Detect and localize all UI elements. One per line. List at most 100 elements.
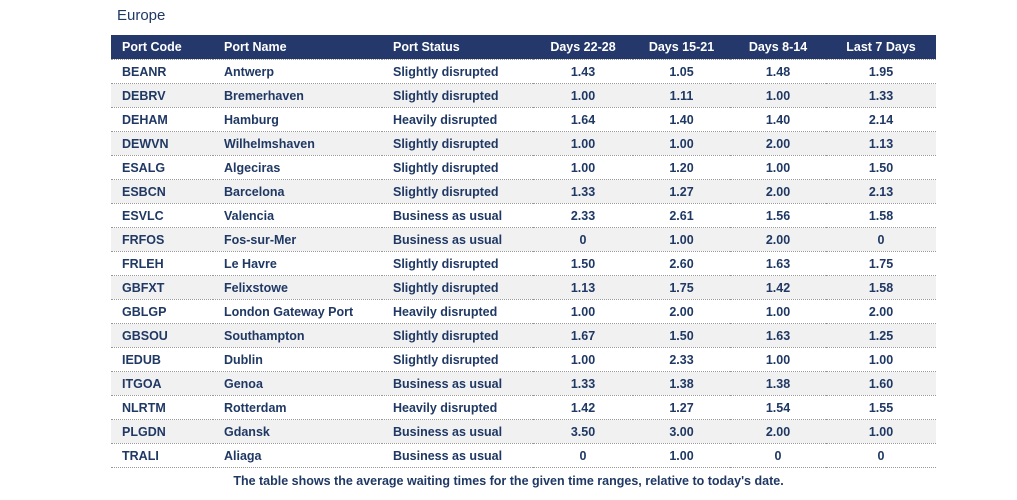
cell-port-status: Business as usual <box>382 443 533 468</box>
cell-days-8-14: 1.00 <box>730 155 826 180</box>
cell-days-22-28: 3.50 <box>533 419 633 444</box>
table-row-deham: DEHAM Hamburg Heavily disrupted 1.64 1.40 1.4… <box>111 107 936 132</box>
cell-days-15-21: 2.33 <box>633 347 730 372</box>
cell-port-code: PLGDN <box>111 419 213 444</box>
column-header-port-name: Port Name <box>213 35 382 60</box>
cell-days-22-28: 1.00 <box>533 299 633 324</box>
cell-port-name: Fos-sur-Mer <box>213 227 382 252</box>
column-header-days-15-21: Days 15-21 <box>633 35 730 60</box>
cell-port-status: Slightly disrupted <box>382 179 533 204</box>
cell-days-15-21: 1.75 <box>633 275 730 300</box>
cell-port-status: Slightly disrupted <box>382 323 533 348</box>
cell-days-22-28: 1.43 <box>533 59 633 84</box>
cell-days-15-21: 3.00 <box>633 419 730 444</box>
cell-port-name: Aliaga <box>213 443 382 468</box>
cell-port-code: NLRTM <box>111 395 213 420</box>
ports-waiting-times-table: Port Code Port Name Port Status Days 22-28 D… <box>111 35 936 468</box>
cell-days-8-14: 1.00 <box>730 299 826 324</box>
table-row-plgdn: PLGDN Gdansk Business as usual 3.50 3.00 2.00… <box>111 419 936 444</box>
cell-port-code: ESBCN <box>111 179 213 204</box>
table-row-gbfxt: GBFXT Felixstowe Slightly disrupted 1.13 1.7… <box>111 275 936 300</box>
cell-days-8-14: 1.48 <box>730 59 826 84</box>
cell-days-15-21: 1.00 <box>633 227 730 252</box>
table-row-gbsou: GBSOU Southampton Slightly disrupted 1.67 1.… <box>111 323 936 348</box>
table-row-nlrtm: NLRTM Rotterdam Heavily disrupted 1.42 1.27 1… <box>111 395 936 420</box>
cell-port-status: Business as usual <box>382 419 533 444</box>
table-footnote: The table shows the average waiting time… <box>233 474 784 488</box>
table-row-debrv: DEBRV Bremerhaven Slightly disrupted 1.00 1.… <box>111 83 936 108</box>
cell-port-name: Wilhelmshaven <box>213 131 382 156</box>
cell-port-code: FRLEH <box>111 251 213 276</box>
cell-port-status: Heavily disrupted <box>382 395 533 420</box>
cell-days-15-21: 1.00 <box>633 443 730 468</box>
cell-days-22-28: 1.42 <box>533 395 633 420</box>
cell-days-22-28: 0 <box>533 227 633 252</box>
page-title: Europe <box>117 7 166 24</box>
cell-last-7-days: 1.55 <box>826 395 936 420</box>
cell-last-7-days: 1.13 <box>826 131 936 156</box>
cell-port-status: Slightly disrupted <box>382 347 533 372</box>
table-row-frfos: FRFOS Fos-sur-Mer Business as usual 0 1.00 2.… <box>111 227 936 252</box>
cell-last-7-days: 0 <box>826 443 936 468</box>
cell-port-name: London Gateway Port <box>213 299 382 324</box>
cell-days-22-28: 1.00 <box>533 155 633 180</box>
cell-days-22-28: 1.50 <box>533 251 633 276</box>
cell-days-8-14: 2.00 <box>730 179 826 204</box>
table-row-trali: TRALI Aliaga Business as usual 0 1.00 0 0 <box>111 443 936 468</box>
column-header-last-7-days: Last 7 Days <box>826 35 936 60</box>
cell-days-15-21: 2.61 <box>633 203 730 228</box>
cell-days-8-14: 2.00 <box>730 227 826 252</box>
cell-port-name: Dublin <box>213 347 382 372</box>
cell-days-15-21: 1.27 <box>633 395 730 420</box>
cell-days-15-21: 1.11 <box>633 83 730 108</box>
cell-days-22-28: 1.00 <box>533 131 633 156</box>
table-row-frleh: FRLEH Le Havre Slightly disrupted 1.50 2.60 1… <box>111 251 936 276</box>
cell-port-status: Heavily disrupted <box>382 107 533 132</box>
cell-days-15-21: 1.50 <box>633 323 730 348</box>
cell-port-name: Barcelona <box>213 179 382 204</box>
cell-days-22-28: 2.33 <box>533 203 633 228</box>
cell-days-8-14: 2.00 <box>730 131 826 156</box>
cell-port-name: Le Havre <box>213 251 382 276</box>
cell-port-name: Genoa <box>213 371 382 396</box>
table-row-gblgp: GBLGP London Gateway Port Heavily disrupte… <box>111 299 936 324</box>
cell-port-name: Hamburg <box>213 107 382 132</box>
table-header-row: Port Code Port Name Port Status Days 22-28 D… <box>111 35 936 60</box>
cell-days-22-28: 1.33 <box>533 371 633 396</box>
cell-port-status: Slightly disrupted <box>382 131 533 156</box>
cell-port-status: Business as usual <box>382 371 533 396</box>
cell-port-status: Slightly disrupted <box>382 155 533 180</box>
cell-days-15-21: 1.38 <box>633 371 730 396</box>
cell-days-22-28: 0 <box>533 443 633 468</box>
cell-days-22-28: 1.13 <box>533 275 633 300</box>
cell-port-status: Slightly disrupted <box>382 251 533 276</box>
cell-days-8-14: 1.42 <box>730 275 826 300</box>
cell-last-7-days: 1.60 <box>826 371 936 396</box>
cell-port-name: Algeciras <box>213 155 382 180</box>
table-body: BEANR Antwerp Slightly disrupted 1.43 1.05 1.… <box>111 59 936 468</box>
cell-last-7-days: 1.00 <box>826 347 936 372</box>
cell-port-code: ESALG <box>111 155 213 180</box>
table-row-esalg: ESALG Algeciras Slightly disrupted 1.00 1.20… <box>111 155 936 180</box>
cell-port-status: Slightly disrupted <box>382 275 533 300</box>
cell-days-15-21: 2.00 <box>633 299 730 324</box>
cell-last-7-days: 1.75 <box>826 251 936 276</box>
cell-port-code: ITGOA <box>111 371 213 396</box>
cell-port-status: Business as usual <box>382 227 533 252</box>
cell-last-7-days: 2.14 <box>826 107 936 132</box>
cell-days-22-28: 1.00 <box>533 347 633 372</box>
cell-last-7-days: 2.13 <box>826 179 936 204</box>
cell-last-7-days: 1.50 <box>826 155 936 180</box>
cell-days-15-21: 1.20 <box>633 155 730 180</box>
cell-last-7-days: 2.00 <box>826 299 936 324</box>
cell-days-8-14: 1.00 <box>730 347 826 372</box>
cell-port-name: Felixstowe <box>213 275 382 300</box>
cell-port-code: DEHAM <box>111 107 213 132</box>
column-header-days-8-14: Days 8-14 <box>730 35 826 60</box>
cell-port-name: Gdansk <box>213 419 382 444</box>
table-row-iedub: IEDUB Dublin Slightly disrupted 1.00 2.33 1.0… <box>111 347 936 372</box>
table-row-itgoa: ITGOA Genoa Business as usual 1.33 1.38 1.38 1… <box>111 371 936 396</box>
table-row-beanr: BEANR Antwerp Slightly disrupted 1.43 1.05 1.… <box>111 59 936 84</box>
cell-last-7-days: 1.58 <box>826 203 936 228</box>
